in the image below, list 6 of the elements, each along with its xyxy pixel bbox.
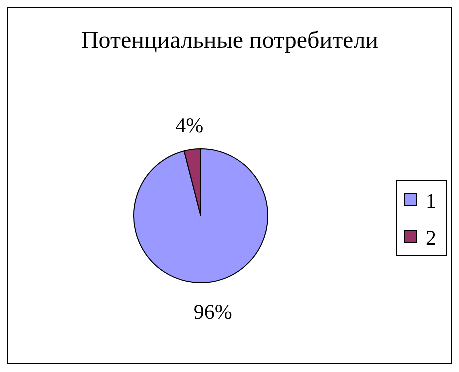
legend-label: 2 <box>426 226 436 250</box>
data-label: 4% <box>176 114 204 138</box>
legend-label: 1 <box>426 189 436 213</box>
pie-slice <box>134 148 268 284</box>
chart-title: Потенциальные потребители <box>81 28 379 54</box>
data-label: 96% <box>194 300 232 324</box>
